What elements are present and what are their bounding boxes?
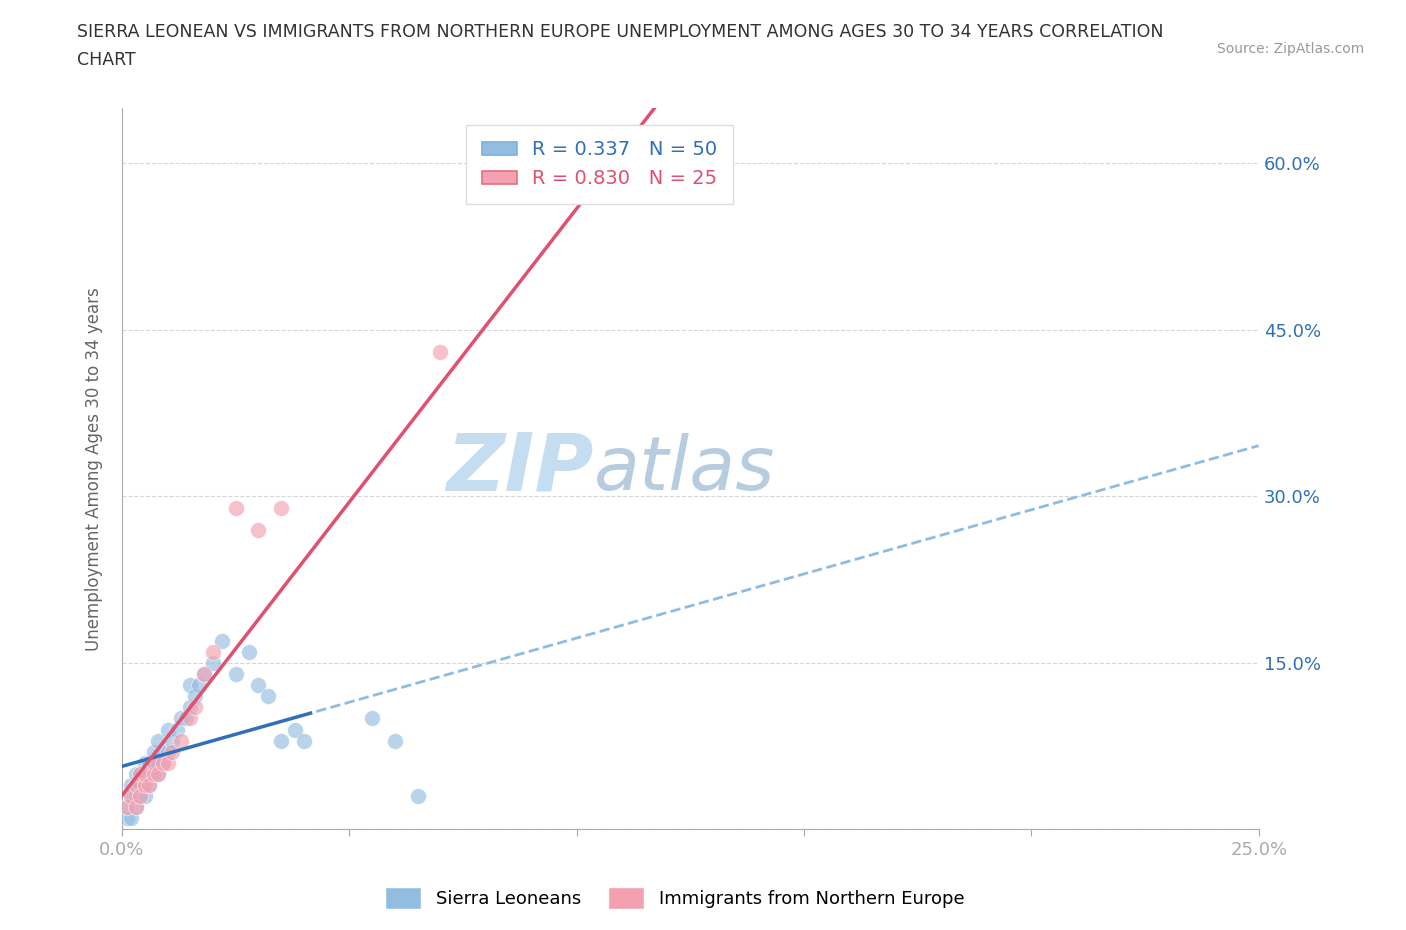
Point bbox=[138, 766, 160, 781]
Point bbox=[129, 766, 152, 781]
Point bbox=[129, 766, 152, 781]
Point bbox=[247, 523, 270, 538]
Point bbox=[156, 744, 179, 759]
Text: ZIP: ZIP bbox=[446, 430, 593, 508]
Point bbox=[166, 722, 188, 737]
Point bbox=[406, 789, 429, 804]
Point bbox=[179, 700, 201, 715]
Point bbox=[292, 733, 315, 748]
Point bbox=[134, 766, 156, 781]
Point bbox=[142, 766, 165, 781]
Point bbox=[184, 689, 207, 704]
Point bbox=[225, 667, 247, 682]
Point bbox=[152, 755, 174, 770]
Point bbox=[148, 766, 170, 781]
Point bbox=[115, 800, 138, 815]
Point bbox=[134, 777, 156, 792]
Point bbox=[138, 755, 160, 770]
Point bbox=[115, 800, 138, 815]
Point bbox=[156, 755, 179, 770]
Point bbox=[247, 678, 270, 693]
Point bbox=[160, 744, 183, 759]
Point bbox=[384, 733, 406, 748]
Point bbox=[361, 711, 384, 725]
Point bbox=[134, 777, 156, 792]
Point bbox=[170, 733, 193, 748]
Point bbox=[152, 744, 174, 759]
Point bbox=[148, 766, 170, 781]
Point bbox=[160, 733, 183, 748]
Point bbox=[238, 644, 260, 659]
Legend: Sierra Leoneans, Immigrants from Northern Europe: Sierra Leoneans, Immigrants from Norther… bbox=[378, 880, 972, 916]
Point bbox=[152, 755, 174, 770]
Point bbox=[115, 811, 138, 826]
Point bbox=[129, 789, 152, 804]
Point bbox=[125, 800, 148, 815]
Point bbox=[134, 789, 156, 804]
Point bbox=[284, 722, 307, 737]
Point bbox=[201, 656, 224, 671]
Point bbox=[125, 777, 148, 792]
Point bbox=[120, 789, 142, 804]
Point bbox=[170, 711, 193, 725]
Point bbox=[138, 777, 160, 792]
Point bbox=[184, 700, 207, 715]
Point bbox=[193, 667, 215, 682]
Point bbox=[429, 345, 451, 360]
Text: CHART: CHART bbox=[77, 51, 136, 69]
Point bbox=[179, 678, 201, 693]
Point bbox=[125, 766, 148, 781]
Text: Source: ZipAtlas.com: Source: ZipAtlas.com bbox=[1216, 42, 1364, 56]
Text: SIERRA LEONEAN VS IMMIGRANTS FROM NORTHERN EUROPE UNEMPLOYMENT AMONG AGES 30 TO : SIERRA LEONEAN VS IMMIGRANTS FROM NORTHE… bbox=[77, 23, 1164, 41]
Point bbox=[270, 733, 292, 748]
Point bbox=[225, 500, 247, 515]
Point bbox=[142, 766, 165, 781]
Point bbox=[179, 711, 201, 725]
Y-axis label: Unemployment Among Ages 30 to 34 years: Unemployment Among Ages 30 to 34 years bbox=[86, 286, 103, 651]
Point bbox=[120, 777, 142, 792]
Point bbox=[256, 689, 278, 704]
Point bbox=[270, 500, 292, 515]
Point bbox=[138, 777, 160, 792]
Point bbox=[120, 811, 142, 826]
Point bbox=[120, 789, 142, 804]
Point bbox=[193, 667, 215, 682]
Text: atlas: atlas bbox=[593, 432, 775, 505]
Point bbox=[134, 766, 156, 781]
Point bbox=[134, 755, 156, 770]
Point bbox=[142, 755, 165, 770]
Point bbox=[174, 711, 197, 725]
Point bbox=[125, 777, 148, 792]
Point bbox=[129, 777, 152, 792]
Point bbox=[211, 633, 233, 648]
Point bbox=[129, 789, 152, 804]
Point bbox=[188, 678, 211, 693]
Point bbox=[201, 644, 224, 659]
Point bbox=[156, 722, 179, 737]
Point bbox=[125, 789, 148, 804]
Point bbox=[125, 800, 148, 815]
Point bbox=[657, 167, 679, 182]
Point bbox=[142, 755, 165, 770]
Point bbox=[142, 744, 165, 759]
Legend: R = 0.337   N = 50, R = 0.830   N = 25: R = 0.337 N = 50, R = 0.830 N = 25 bbox=[465, 125, 733, 204]
Point bbox=[148, 733, 170, 748]
Point bbox=[148, 755, 170, 770]
